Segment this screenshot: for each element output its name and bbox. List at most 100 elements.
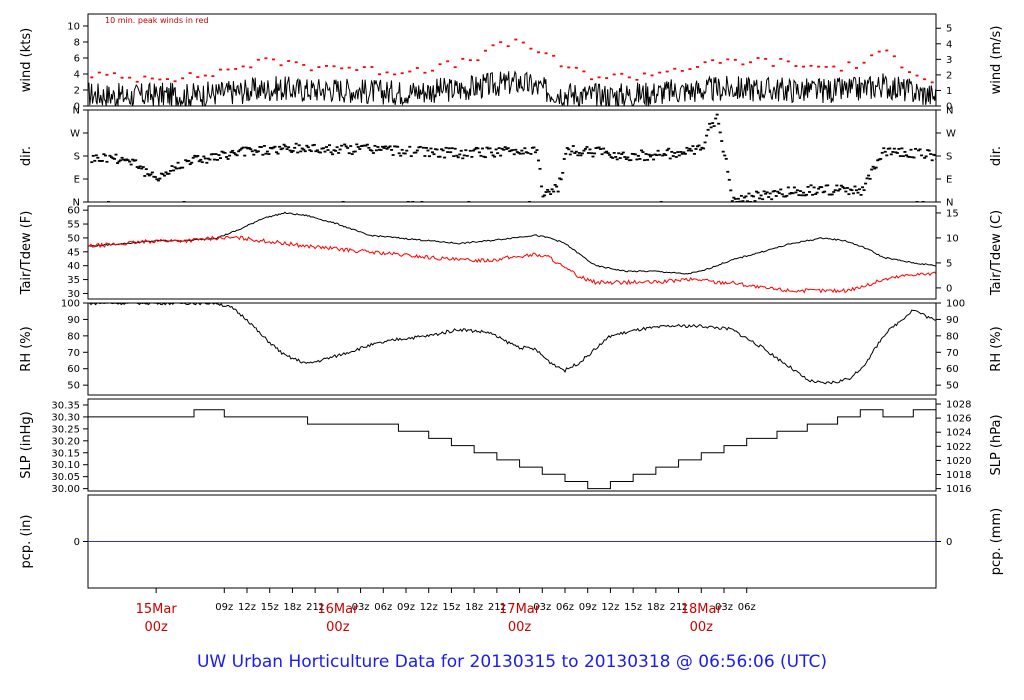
dir-point bbox=[558, 177, 562, 180]
dir-point bbox=[296, 151, 300, 154]
dir-point bbox=[477, 151, 481, 154]
footer-title: UW Urban Horticulture Data for 20130315 … bbox=[197, 652, 827, 672]
wind-point bbox=[877, 50, 881, 53]
dir-point bbox=[465, 154, 469, 157]
dir-point bbox=[879, 158, 883, 160]
dir-point bbox=[720, 140, 724, 142]
wind-point bbox=[385, 71, 389, 74]
dir-point bbox=[874, 166, 878, 169]
dir-point bbox=[396, 145, 400, 148]
dir-point bbox=[865, 177, 869, 180]
temp-left-tick-label: 45 bbox=[67, 247, 80, 258]
rh-frame bbox=[87, 302, 937, 396]
rh-right-tick-label: 90 bbox=[946, 315, 959, 326]
dir-point bbox=[147, 174, 151, 177]
dir-point bbox=[352, 150, 356, 153]
wind-point bbox=[203, 74, 207, 77]
dir-point bbox=[811, 193, 815, 196]
dir-point bbox=[532, 146, 536, 149]
dir-point bbox=[297, 144, 301, 147]
dir-point bbox=[149, 173, 153, 176]
dir-point bbox=[527, 201, 531, 202]
slp-ylabel-right: SLP (hPa) bbox=[989, 414, 1004, 475]
dir-point bbox=[152, 175, 156, 178]
dir-point bbox=[394, 145, 398, 148]
wind-point bbox=[393, 73, 397, 76]
dir-point bbox=[374, 149, 378, 152]
dir-point bbox=[282, 143, 286, 146]
day-label-time: 00z bbox=[144, 620, 168, 635]
dir-point bbox=[165, 172, 169, 175]
dir-point bbox=[594, 147, 598, 149]
x-tick-label: 15z bbox=[442, 602, 460, 613]
dir-point bbox=[602, 147, 606, 150]
dir-point bbox=[591, 155, 595, 158]
wind-point bbox=[370, 66, 374, 68]
dir-point bbox=[738, 200, 742, 202]
dir-point bbox=[270, 147, 274, 150]
dir-point bbox=[488, 147, 492, 150]
dir-point bbox=[647, 153, 651, 156]
dir-point bbox=[388, 145, 392, 148]
dir-point bbox=[100, 159, 104, 162]
wind-point bbox=[559, 65, 563, 68]
dir-point bbox=[829, 193, 833, 196]
panel-slp: 30.0030.0530.1030.1530.2030.2530.3030.35… bbox=[19, 398, 1004, 495]
slp-series-0 bbox=[88, 402, 936, 490]
slp-right-tick-label: 1024 bbox=[946, 428, 971, 439]
dir-point bbox=[794, 191, 798, 194]
wind-point bbox=[400, 72, 404, 75]
dir-point bbox=[173, 166, 177, 169]
dir-point bbox=[753, 200, 757, 202]
dir-point bbox=[329, 151, 333, 154]
dir-point bbox=[817, 187, 821, 190]
dir-point bbox=[308, 149, 312, 152]
dir-point bbox=[409, 155, 413, 158]
dir-point bbox=[208, 158, 212, 161]
dir-point bbox=[159, 172, 163, 175]
dir-point bbox=[862, 189, 866, 192]
wind-point bbox=[438, 63, 442, 66]
dir-point bbox=[367, 146, 371, 149]
dir-point bbox=[721, 150, 725, 153]
wind-point bbox=[605, 77, 609, 79]
pcp-ylabel-right: pcp. (mm) bbox=[989, 508, 1004, 575]
dir-point bbox=[659, 201, 663, 202]
dir-point bbox=[667, 147, 671, 150]
dir-point bbox=[524, 151, 528, 154]
dir-point bbox=[756, 191, 760, 194]
dir-point bbox=[761, 198, 765, 201]
dir-point bbox=[921, 201, 925, 202]
wind-point bbox=[832, 65, 836, 68]
dir-point bbox=[617, 152, 621, 155]
wind-point bbox=[340, 67, 344, 70]
x-tick-label: 09z bbox=[579, 602, 597, 613]
dir-point bbox=[129, 163, 133, 166]
dir-point bbox=[623, 156, 627, 158]
dir-point bbox=[759, 194, 763, 197]
wind-point bbox=[794, 65, 798, 67]
wind-frame bbox=[87, 13, 937, 107]
x-tick-label: 21z bbox=[306, 602, 324, 613]
dir-point bbox=[91, 154, 95, 157]
dir-point bbox=[202, 155, 206, 158]
x-tick-label: 21z bbox=[670, 602, 688, 613]
dir-point bbox=[770, 198, 774, 201]
dir-point bbox=[652, 158, 656, 161]
dir-point bbox=[904, 154, 908, 157]
dir-point bbox=[250, 150, 254, 153]
temp-left-tick-label: 55 bbox=[67, 220, 80, 231]
x-tick-label: 12z bbox=[601, 602, 619, 613]
dir-point bbox=[538, 167, 542, 170]
rh-right-tick-label: 60 bbox=[946, 364, 959, 375]
dir-point bbox=[868, 177, 872, 180]
wind-point bbox=[552, 54, 556, 57]
x-tick-label: 03z bbox=[533, 602, 551, 613]
dir-point bbox=[835, 184, 839, 187]
dir-point bbox=[798, 190, 802, 192]
x-tick-label: 09z bbox=[397, 602, 415, 613]
dir-point bbox=[744, 195, 748, 198]
dir-point bbox=[867, 174, 871, 177]
dir-point bbox=[284, 145, 288, 148]
dir-point bbox=[324, 146, 328, 148]
